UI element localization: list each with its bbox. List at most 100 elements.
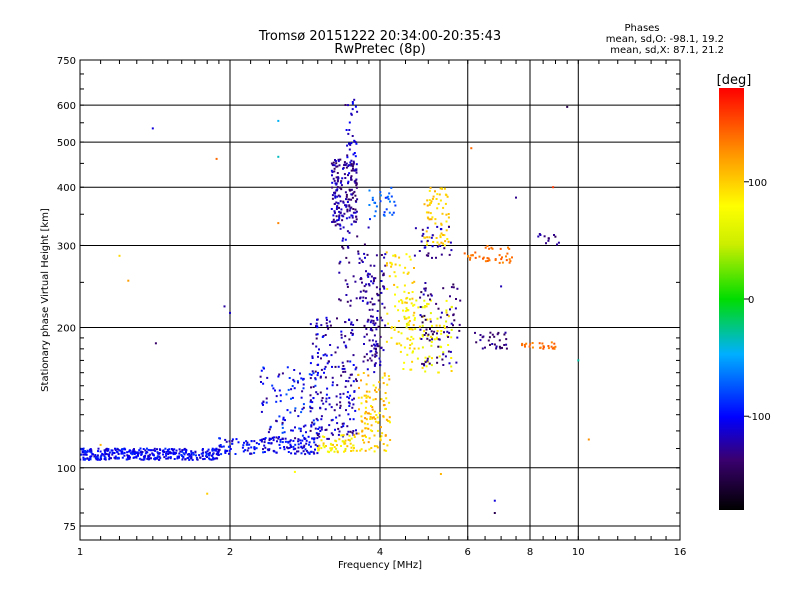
data-point (367, 441, 370, 444)
data-point (484, 246, 487, 249)
data-point (365, 394, 368, 397)
data-point (338, 262, 341, 265)
data-point (440, 346, 443, 349)
data-point (141, 451, 144, 453)
data-point (343, 212, 346, 215)
data-point (400, 332, 403, 335)
data-point (354, 194, 357, 197)
data-point (354, 211, 357, 214)
data-point (331, 181, 334, 184)
data-point (375, 286, 378, 289)
data-point (430, 299, 432, 302)
data-point (426, 239, 429, 242)
data-point (341, 422, 344, 425)
data-point (316, 352, 319, 354)
data-point (428, 362, 431, 365)
data-point (105, 447, 108, 450)
data-point (352, 208, 355, 210)
data-point (123, 451, 126, 454)
data-point (427, 254, 430, 257)
data-point (369, 301, 372, 304)
data-point (360, 259, 363, 262)
data-point (375, 445, 378, 448)
data-point (342, 422, 345, 425)
data-point (369, 429, 372, 432)
data-point (371, 303, 374, 306)
data-point (310, 373, 313, 376)
data-point (89, 455, 92, 458)
data-point (203, 457, 206, 460)
data-point (348, 148, 351, 151)
data-point (90, 455, 93, 458)
data-point (454, 307, 457, 310)
x-tick-label: 16 (674, 547, 687, 558)
data-point (222, 445, 225, 448)
data-point (262, 451, 265, 454)
chart-subtitle: RwPretec (8p) (334, 42, 425, 57)
data-point (383, 306, 386, 309)
data-point (335, 403, 338, 406)
data-point (308, 373, 311, 376)
data-point (183, 448, 186, 451)
data-point (372, 416, 375, 419)
data-point (321, 336, 324, 338)
x-tick-labels: 1 2 4 6 8 10 16 (77, 547, 687, 558)
data-point (372, 398, 375, 401)
colorbar-tick-label: -100 (748, 412, 771, 423)
data-point (144, 452, 147, 455)
data-point (106, 453, 109, 456)
data-point (127, 279, 130, 282)
data-point (275, 451, 278, 454)
colorbar-tick-label: 0 (748, 295, 754, 306)
data-point (505, 259, 508, 262)
data-point (147, 454, 150, 457)
data-point (421, 334, 424, 337)
data-point (444, 202, 447, 205)
data-point (421, 321, 424, 324)
data-point (292, 448, 295, 451)
data-point (354, 208, 357, 211)
data-point (437, 202, 440, 205)
data-point (421, 366, 424, 369)
data-points (80, 98, 590, 514)
data-point (318, 444, 321, 447)
data-point (325, 400, 328, 403)
data-point (102, 453, 105, 456)
data-point (218, 448, 221, 451)
data-point (411, 342, 414, 345)
data-point (131, 453, 134, 456)
data-point (340, 330, 343, 333)
data-point (338, 215, 341, 218)
data-point (300, 377, 303, 380)
data-point (369, 418, 372, 420)
data-point (430, 341, 433, 343)
data-point (385, 418, 388, 421)
data-point (82, 456, 85, 459)
data-point (290, 429, 293, 432)
data-point (363, 324, 366, 327)
data-point (217, 454, 220, 456)
data-point (360, 415, 363, 418)
data-point (354, 105, 357, 108)
data-point (205, 454, 208, 457)
data-point (350, 193, 353, 196)
data-point (382, 349, 385, 352)
data-point (417, 306, 420, 309)
data-point (93, 455, 96, 458)
data-point (430, 202, 432, 204)
data-point (364, 297, 367, 300)
data-point (428, 203, 431, 206)
data-point (345, 346, 348, 349)
data-point (427, 252, 430, 255)
data-point (281, 431, 284, 434)
data-point (424, 282, 427, 284)
data-point (332, 177, 335, 180)
data-point (108, 456, 111, 459)
data-point (363, 394, 366, 397)
data-point (393, 326, 396, 329)
data-point (321, 435, 324, 438)
data-point (103, 458, 106, 460)
data-point (332, 443, 334, 446)
data-point (333, 164, 336, 167)
data-point (407, 323, 410, 326)
